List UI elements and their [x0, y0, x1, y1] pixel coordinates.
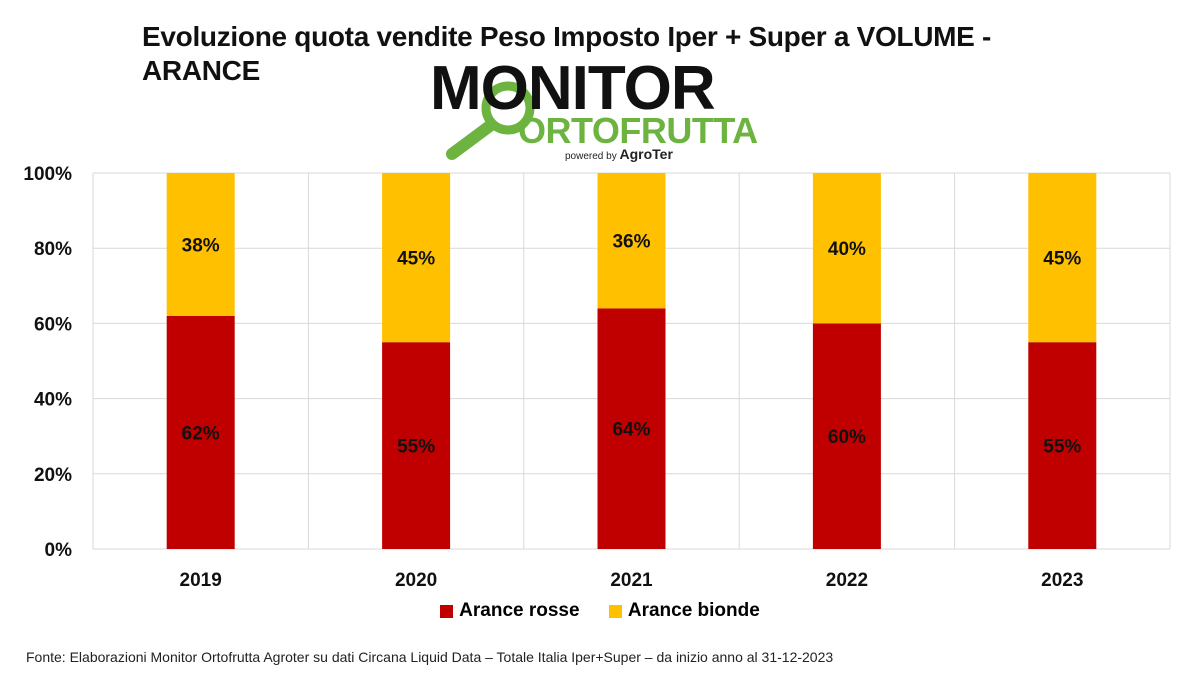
monitor-ortofrutta-logo: MONITOR ORTOFRUTTA powered by AgroTer [430, 58, 780, 168]
bar-segment [597, 308, 666, 549]
data-label: 45% [397, 249, 435, 270]
y-tick-label: 100% [23, 164, 72, 185]
legend-swatch-bionde [608, 604, 622, 618]
bar-segment [166, 315, 235, 549]
y-tick-label: 80% [34, 239, 72, 260]
logo-main-text: MONITOR [430, 54, 716, 123]
bar-segment [166, 173, 235, 316]
y-tick-label: 0% [45, 540, 73, 561]
data-label: 55% [397, 437, 435, 458]
data-label: 40% [828, 239, 866, 260]
bar-segment [597, 173, 666, 309]
legend-item-bionde: Arance bionde [608, 600, 760, 622]
y-tick-label: 40% [34, 390, 72, 411]
logo-powered-by: powered by AgroTer [565, 146, 673, 162]
data-label: 36% [612, 232, 650, 253]
bar-segment [812, 323, 881, 549]
legend-swatch-rosse [440, 604, 454, 618]
bar-segment [1028, 173, 1097, 343]
y-tick-label: 20% [34, 465, 72, 486]
logo-powered-prefix: powered by [565, 151, 617, 162]
data-label: 64% [612, 420, 650, 441]
legend-label-rosse: Arance rosse [459, 600, 580, 621]
chart-legend: Arance rosse Arance bionde [0, 600, 1200, 624]
stacked-bar-chart: 0% 20% 40% 60% 80% 100% 62% 38% 2019 55% 45% 2020 64… [23, 164, 1171, 591]
x-tick-label: 2019 [180, 570, 222, 591]
data-label: 38% [182, 235, 220, 256]
y-tick-label: 60% [34, 314, 72, 335]
bar-segment [812, 173, 881, 324]
bar-segment [1028, 342, 1097, 549]
data-label: 62% [182, 423, 220, 444]
logo-sub-text: ORTOFRUTTA [518, 110, 758, 151]
legend-label-bionde: Arance bionde [627, 600, 760, 621]
magnifier-icon [446, 81, 535, 160]
bar-segment [382, 342, 451, 549]
chart-title: Evoluzione quota vendite Peso Imposto Ip… [142, 21, 992, 86]
legend-item-rosse: Arance rosse [440, 600, 580, 622]
source-note: Fonte: Elaborazioni Monitor Ortofrutta A… [26, 649, 834, 665]
data-label: 60% [828, 427, 866, 448]
data-label: 45% [1043, 249, 1081, 270]
x-tick-label: 2023 [1041, 570, 1083, 591]
logo-powered-brand: AgroTer [619, 146, 673, 162]
x-tick-label: 2020 [395, 570, 437, 591]
bar-segment [382, 173, 451, 343]
data-label: 55% [1043, 437, 1081, 458]
x-tick-label: 2021 [610, 570, 653, 591]
x-tick-label: 2022 [826, 570, 868, 591]
